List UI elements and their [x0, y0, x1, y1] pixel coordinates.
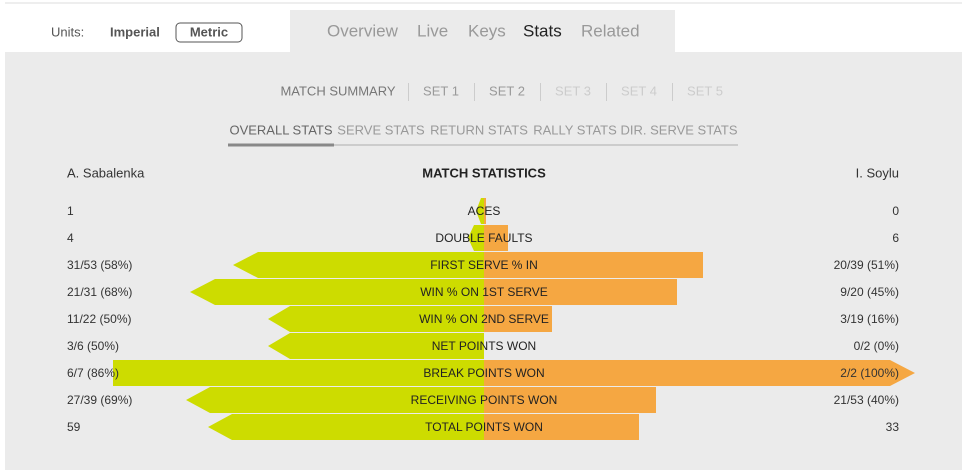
bar	[476, 198, 484, 224]
set-tab: SET 3	[555, 83, 591, 98]
bar	[484, 306, 552, 332]
stat-right: 3/19 (16%)	[840, 312, 899, 326]
stat-tab[interactable]: OVERALL STATS	[229, 122, 332, 137]
set-tab: SET 4	[621, 83, 657, 98]
stat-left: 21/31 (68%)	[67, 285, 132, 299]
bar	[233, 252, 484, 278]
stat-label: FIRST SERVE % IN	[430, 258, 538, 272]
bar	[484, 387, 656, 413]
stat-left: 1	[67, 204, 74, 218]
bar	[606, 83, 607, 101]
nav-tab[interactable]: Keys	[468, 21, 506, 40]
stat-tab[interactable]: DIR. SERVE STATS	[620, 122, 737, 137]
stat-right: 21/53 (40%)	[834, 393, 899, 407]
stat-right: 0/2 (0%)	[854, 339, 899, 353]
stat-right: 9/20 (45%)	[840, 285, 899, 299]
bar	[186, 387, 484, 413]
nav-tab[interactable]: Stats	[523, 21, 562, 40]
bar	[268, 333, 484, 359]
stat-left: 3/6 (50%)	[67, 339, 119, 353]
nav-tab[interactable]: Overview	[327, 21, 399, 40]
stat-right: 6	[892, 231, 899, 245]
stat-label: NET POINTS WON	[432, 339, 536, 353]
stat-bars	[113, 83, 915, 440]
stat-right: 33	[886, 420, 900, 434]
stat-right: 2/2 (100%)	[840, 366, 899, 380]
stat-left: 31/53 (58%)	[67, 258, 132, 272]
bar	[540, 83, 541, 101]
bar	[468, 225, 484, 251]
stat-left: 59	[67, 420, 81, 434]
stat-label: WIN % ON 2ND SERVE	[419, 312, 549, 326]
stat-right: 0	[892, 204, 899, 218]
bar	[190, 279, 484, 305]
bar	[484, 252, 703, 278]
bar	[484, 360, 915, 386]
bar	[484, 279, 677, 305]
stat-label: RECEIVING POINTS WON	[411, 393, 558, 407]
bar	[113, 360, 484, 386]
bar	[408, 83, 409, 101]
bar	[484, 198, 486, 224]
set-tab: SET 5	[687, 83, 723, 98]
set-tab[interactable]: SET 2	[489, 83, 525, 98]
section-title: MATCH STATISTICS	[422, 165, 546, 180]
stat-left: 11/22 (50%)	[67, 312, 131, 326]
player-name: A. Sabalenka	[67, 165, 145, 180]
unit-option[interactable]: Metric	[190, 24, 228, 39]
nav-tab[interactable]: Related	[581, 21, 640, 40]
stat-label: DOUBLE FAULTS	[435, 231, 532, 245]
stat-label: WIN % ON 1ST SERVE	[420, 285, 548, 299]
stat-left: 4	[67, 231, 74, 245]
stat-left: 6/7 (86%)	[67, 366, 119, 380]
units-label: Units:	[51, 24, 84, 39]
stat-label: BREAK POINTS WON	[423, 366, 544, 380]
unit-option[interactable]: Imperial	[110, 24, 160, 39]
set-tab[interactable]: MATCH SUMMARY	[280, 83, 395, 98]
bar	[484, 225, 508, 251]
nav-tab[interactable]: Live	[417, 21, 448, 40]
stat-label: TOTAL POINTS WON	[425, 420, 543, 434]
stat-tab[interactable]: RETURN STATS	[430, 122, 528, 137]
set-tab[interactable]: SET 1	[423, 83, 459, 98]
stat-right: 20/39 (51%)	[834, 258, 899, 272]
player-name: I. Soylu	[856, 165, 899, 180]
stat-left: 27/39 (69%)	[67, 393, 132, 407]
stat-label: ACES	[468, 204, 501, 218]
stat-tab[interactable]: RALLY STATS	[533, 122, 617, 137]
bar	[208, 414, 484, 440]
stat-tab[interactable]: SERVE STATS	[337, 122, 425, 137]
bar	[474, 83, 475, 101]
bar	[268, 306, 484, 332]
bar	[484, 414, 639, 440]
bar	[672, 83, 673, 101]
